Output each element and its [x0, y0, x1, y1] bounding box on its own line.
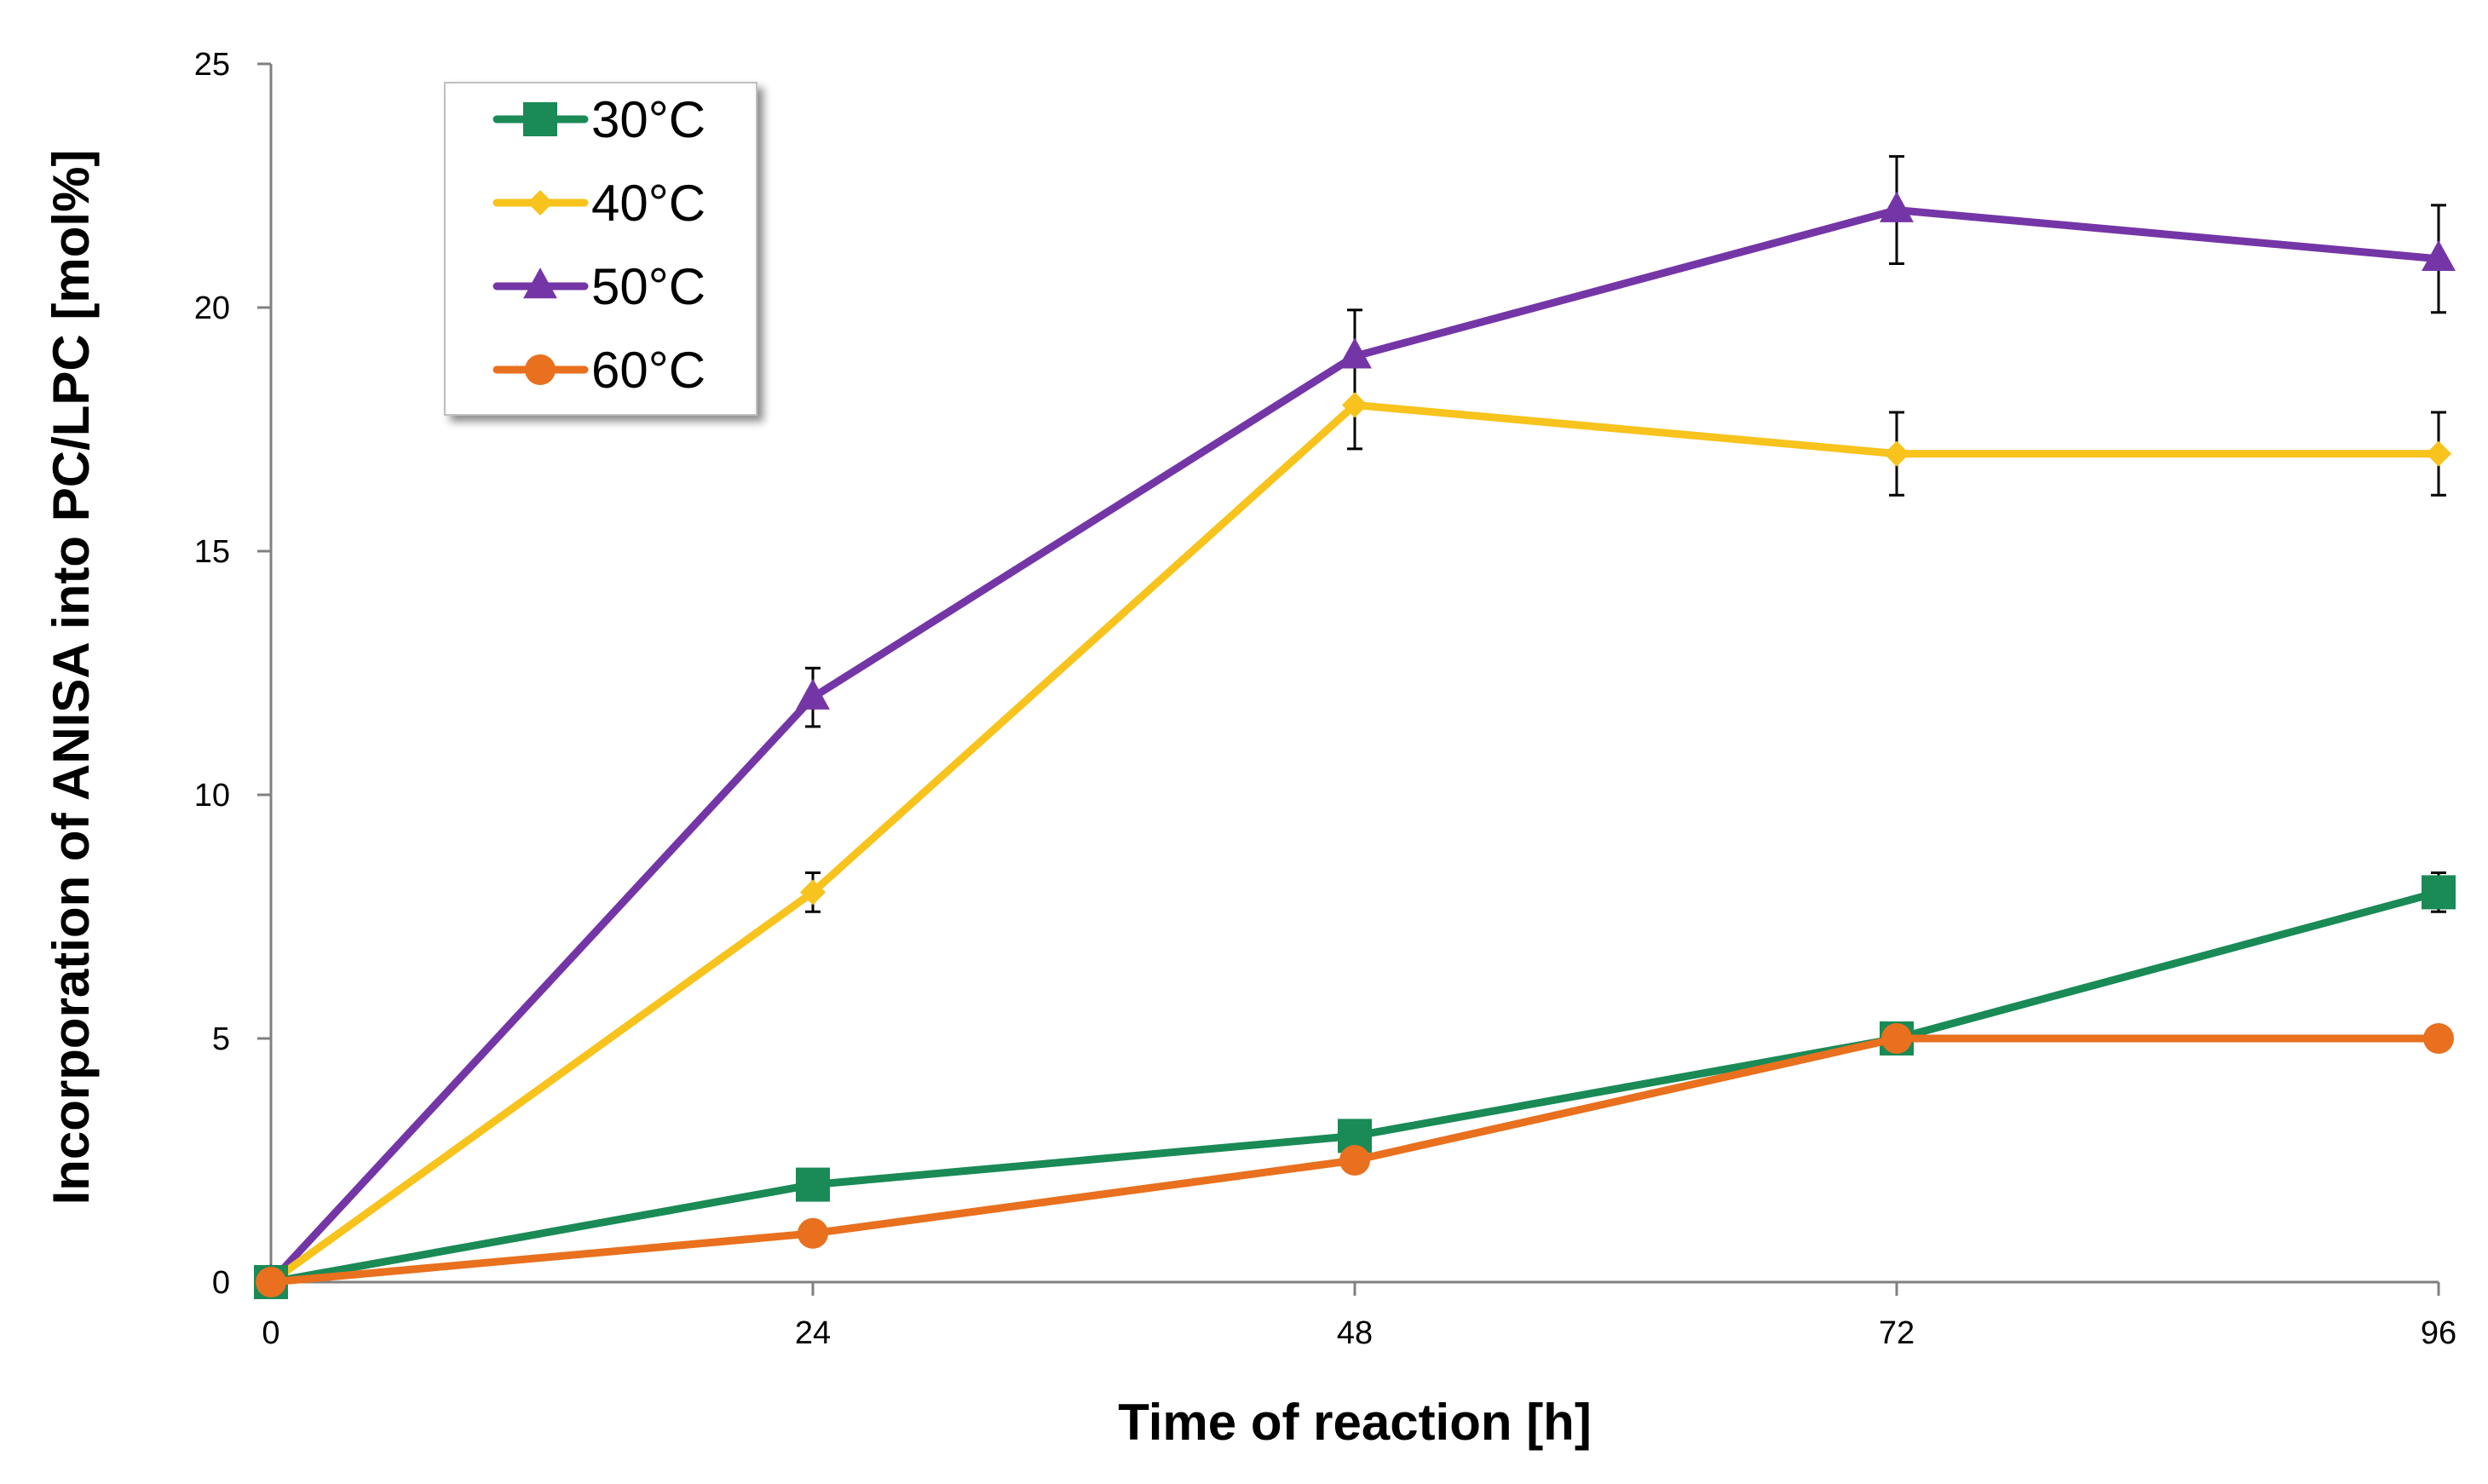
legend-marker — [525, 354, 556, 385]
legend-marker — [527, 190, 553, 216]
data-point — [2422, 239, 2456, 272]
legend-entry: 40°C — [492, 175, 706, 232]
data-point — [1880, 191, 1914, 222]
y-tick-label: 10 — [194, 778, 230, 814]
legend-items: 30°C 40°C 50°C 60°C — [492, 91, 706, 399]
legend-entry: 30°C — [492, 91, 706, 148]
data-point — [1881, 1023, 1912, 1054]
legend-marker — [523, 267, 557, 299]
x-tick-label: 72 — [1879, 1315, 1915, 1351]
error-bars — [805, 155, 2446, 1050]
data-point — [796, 1167, 830, 1202]
data-point — [798, 1217, 828, 1249]
x-tick-label: 0 — [262, 1315, 279, 1351]
series-line — [267, 888, 2443, 1286]
y-tick-label: 25 — [194, 47, 230, 83]
y-tick-label: 20 — [194, 290, 230, 326]
x-axis-title: Time of reaction [h] — [1118, 1394, 1592, 1451]
data-point — [2422, 875, 2456, 910]
legend-label: 30°C — [591, 91, 706, 148]
plot-area — [254, 155, 2456, 1299]
x-tick-label: 48 — [1337, 1315, 1373, 1351]
data-point — [2426, 440, 2451, 467]
y-axis-title: Incorporation of ANISA into PC/LPC [mol%… — [43, 150, 100, 1205]
legend-label: 40°C — [591, 175, 706, 232]
y-tick-label: 15 — [194, 534, 230, 570]
data-point — [1339, 1145, 1370, 1176]
legend-marker — [523, 102, 557, 136]
series-60°C — [256, 1023, 2454, 1297]
legend-label: 60°C — [591, 342, 706, 399]
axes: 0 5 10 15 20 25 0 24 48 72 96 — [194, 47, 2456, 1351]
x-ticks: 0 24 48 72 96 — [262, 1282, 2456, 1351]
x-tick-label: 24 — [795, 1315, 831, 1351]
y-tick-label: 5 — [212, 1021, 230, 1057]
data-point — [2423, 1023, 2454, 1054]
legend-entry: 60°C — [492, 342, 706, 399]
y-tick-label: 0 — [212, 1265, 230, 1301]
legend-entry: 50°C — [492, 258, 706, 315]
data-point — [256, 1267, 286, 1297]
data-point — [1338, 337, 1372, 369]
y-ticks: 0 5 10 15 20 25 — [194, 47, 271, 1301]
data-point — [1342, 392, 1368, 418]
data-point — [1884, 440, 1909, 467]
legend-box — [444, 82, 757, 416]
legend-label: 50°C — [591, 258, 706, 315]
data-point — [796, 678, 830, 710]
data-point — [800, 879, 826, 906]
legend: 30°C 40°C 50°C 60°C — [444, 82, 757, 416]
x-tick-label: 96 — [2421, 1315, 2456, 1351]
series-30°C — [254, 875, 2456, 1299]
